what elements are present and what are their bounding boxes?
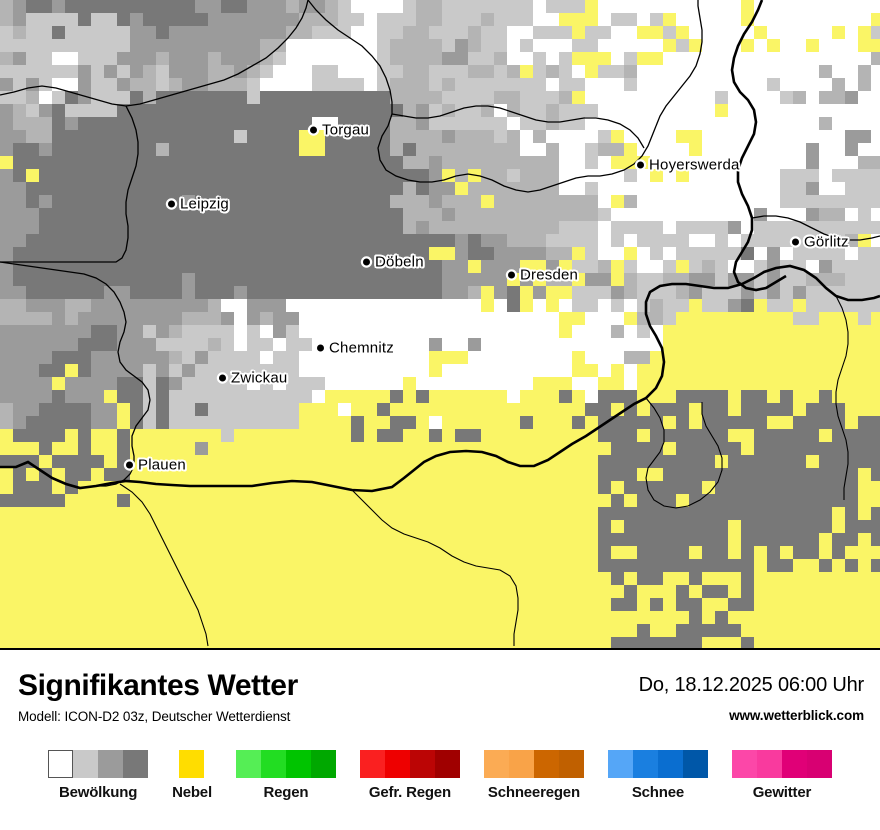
legend-swatch [483,750,509,778]
meta-block: Do, 18.12.2025 06:00 Uhr www.wetterblick… [638,674,865,723]
legend-swatch-row [483,750,584,778]
state-border-cz-internal-east [645,397,723,509]
map-borders-overlay [0,0,880,647]
legend-label: Nebel [172,784,212,801]
map-bottom-rule [0,648,880,650]
state-border-thueringen-north [0,105,139,263]
legend-swatch [682,750,708,778]
legend-swatch-row [359,750,460,778]
state-border-cz-internal-south [119,483,209,647]
legend-item-gewitter: Gewitter [731,750,832,801]
legend-swatch [806,750,832,778]
state-border-sachsen-north [0,0,309,107]
legend-item-nebel: Nebel [172,750,212,801]
legend-item-gefr-regen: Gefr. Regen [359,750,460,801]
legend-swatch-row [235,750,336,778]
site-url: www.wetterblick.com [729,708,864,723]
legend-swatch [558,750,584,778]
page-title: Signifikantes Wetter [18,669,298,702]
state-border-north-west-spur [391,105,645,149]
country-border-de-cz [0,264,880,493]
legend-label: Gefr. Regen [368,784,451,801]
valid-time: Do, 18.12.2025 06:00 Uhr [638,674,865,696]
legend-swatch [235,750,261,778]
legend-swatch [781,750,807,778]
legend-label: Schneeregen [487,784,580,801]
legend-swatch-row [731,750,832,778]
legend-item-bew-lkung: Bewölkung [48,750,149,801]
legend-swatch-row [607,750,708,778]
legend-swatch [260,750,286,778]
legend-swatch [731,750,757,778]
state-border-cz-internal-mid [351,489,519,646]
legend-swatch [409,750,435,778]
legend-swatch [285,750,311,778]
legend-swatch [607,750,633,778]
title-block: Signifikantes Wetter Modell: ICON-D2 03z… [18,670,298,724]
country-border-de-pl [730,0,787,292]
legend-swatch [73,750,99,778]
legend-label: Schnee [631,784,684,801]
legend-item-regen: Regen [235,750,336,801]
legend-swatch [98,750,124,778]
legend: Bewölkung Nebel Regen Gefr. Regen Schneerege… [0,750,880,801]
legend-swatch [123,750,149,778]
legend-item-schnee: Schnee [607,750,708,801]
state-border-thueringen-west [0,261,151,487]
legend-swatch [310,750,336,778]
legend-swatch [359,750,385,778]
state-border-east-segment [751,215,880,241]
legend-label: Gewitter [752,784,812,801]
legend-swatch [756,750,782,778]
state-border-brandenburg-sachsen [655,0,703,127]
state-border-cz-internal-far-east [835,295,849,500]
legend-label: Bewölkung [58,784,138,801]
map-panel[interactable]: Torgau Leipzig Hoyerswerda Görlitz Döbeln Dre… [0,0,880,650]
legend-swatch [48,750,74,778]
legend-swatch [384,750,410,778]
legend-swatch [632,750,658,778]
legend-swatch-row [179,750,205,778]
legend-item-schneeregen: Schneeregen [483,750,584,801]
legend-swatch [657,750,683,778]
footer-panel: Signifikantes Wetter Modell: ICON-D2 03z… [0,650,880,830]
state-border-sachsen-torgau-east [307,0,657,193]
legend-swatch-row [48,750,149,778]
legend-swatch [434,750,460,778]
legend-label: Regen [263,784,309,801]
legend-swatch [533,750,559,778]
model-subtitle: Modell: ICON-D2 03z, Deutscher Wetterdie… [18,708,291,724]
legend-swatch [179,750,205,778]
significant-weather-raster [0,0,880,650]
legend-swatch [508,750,534,778]
